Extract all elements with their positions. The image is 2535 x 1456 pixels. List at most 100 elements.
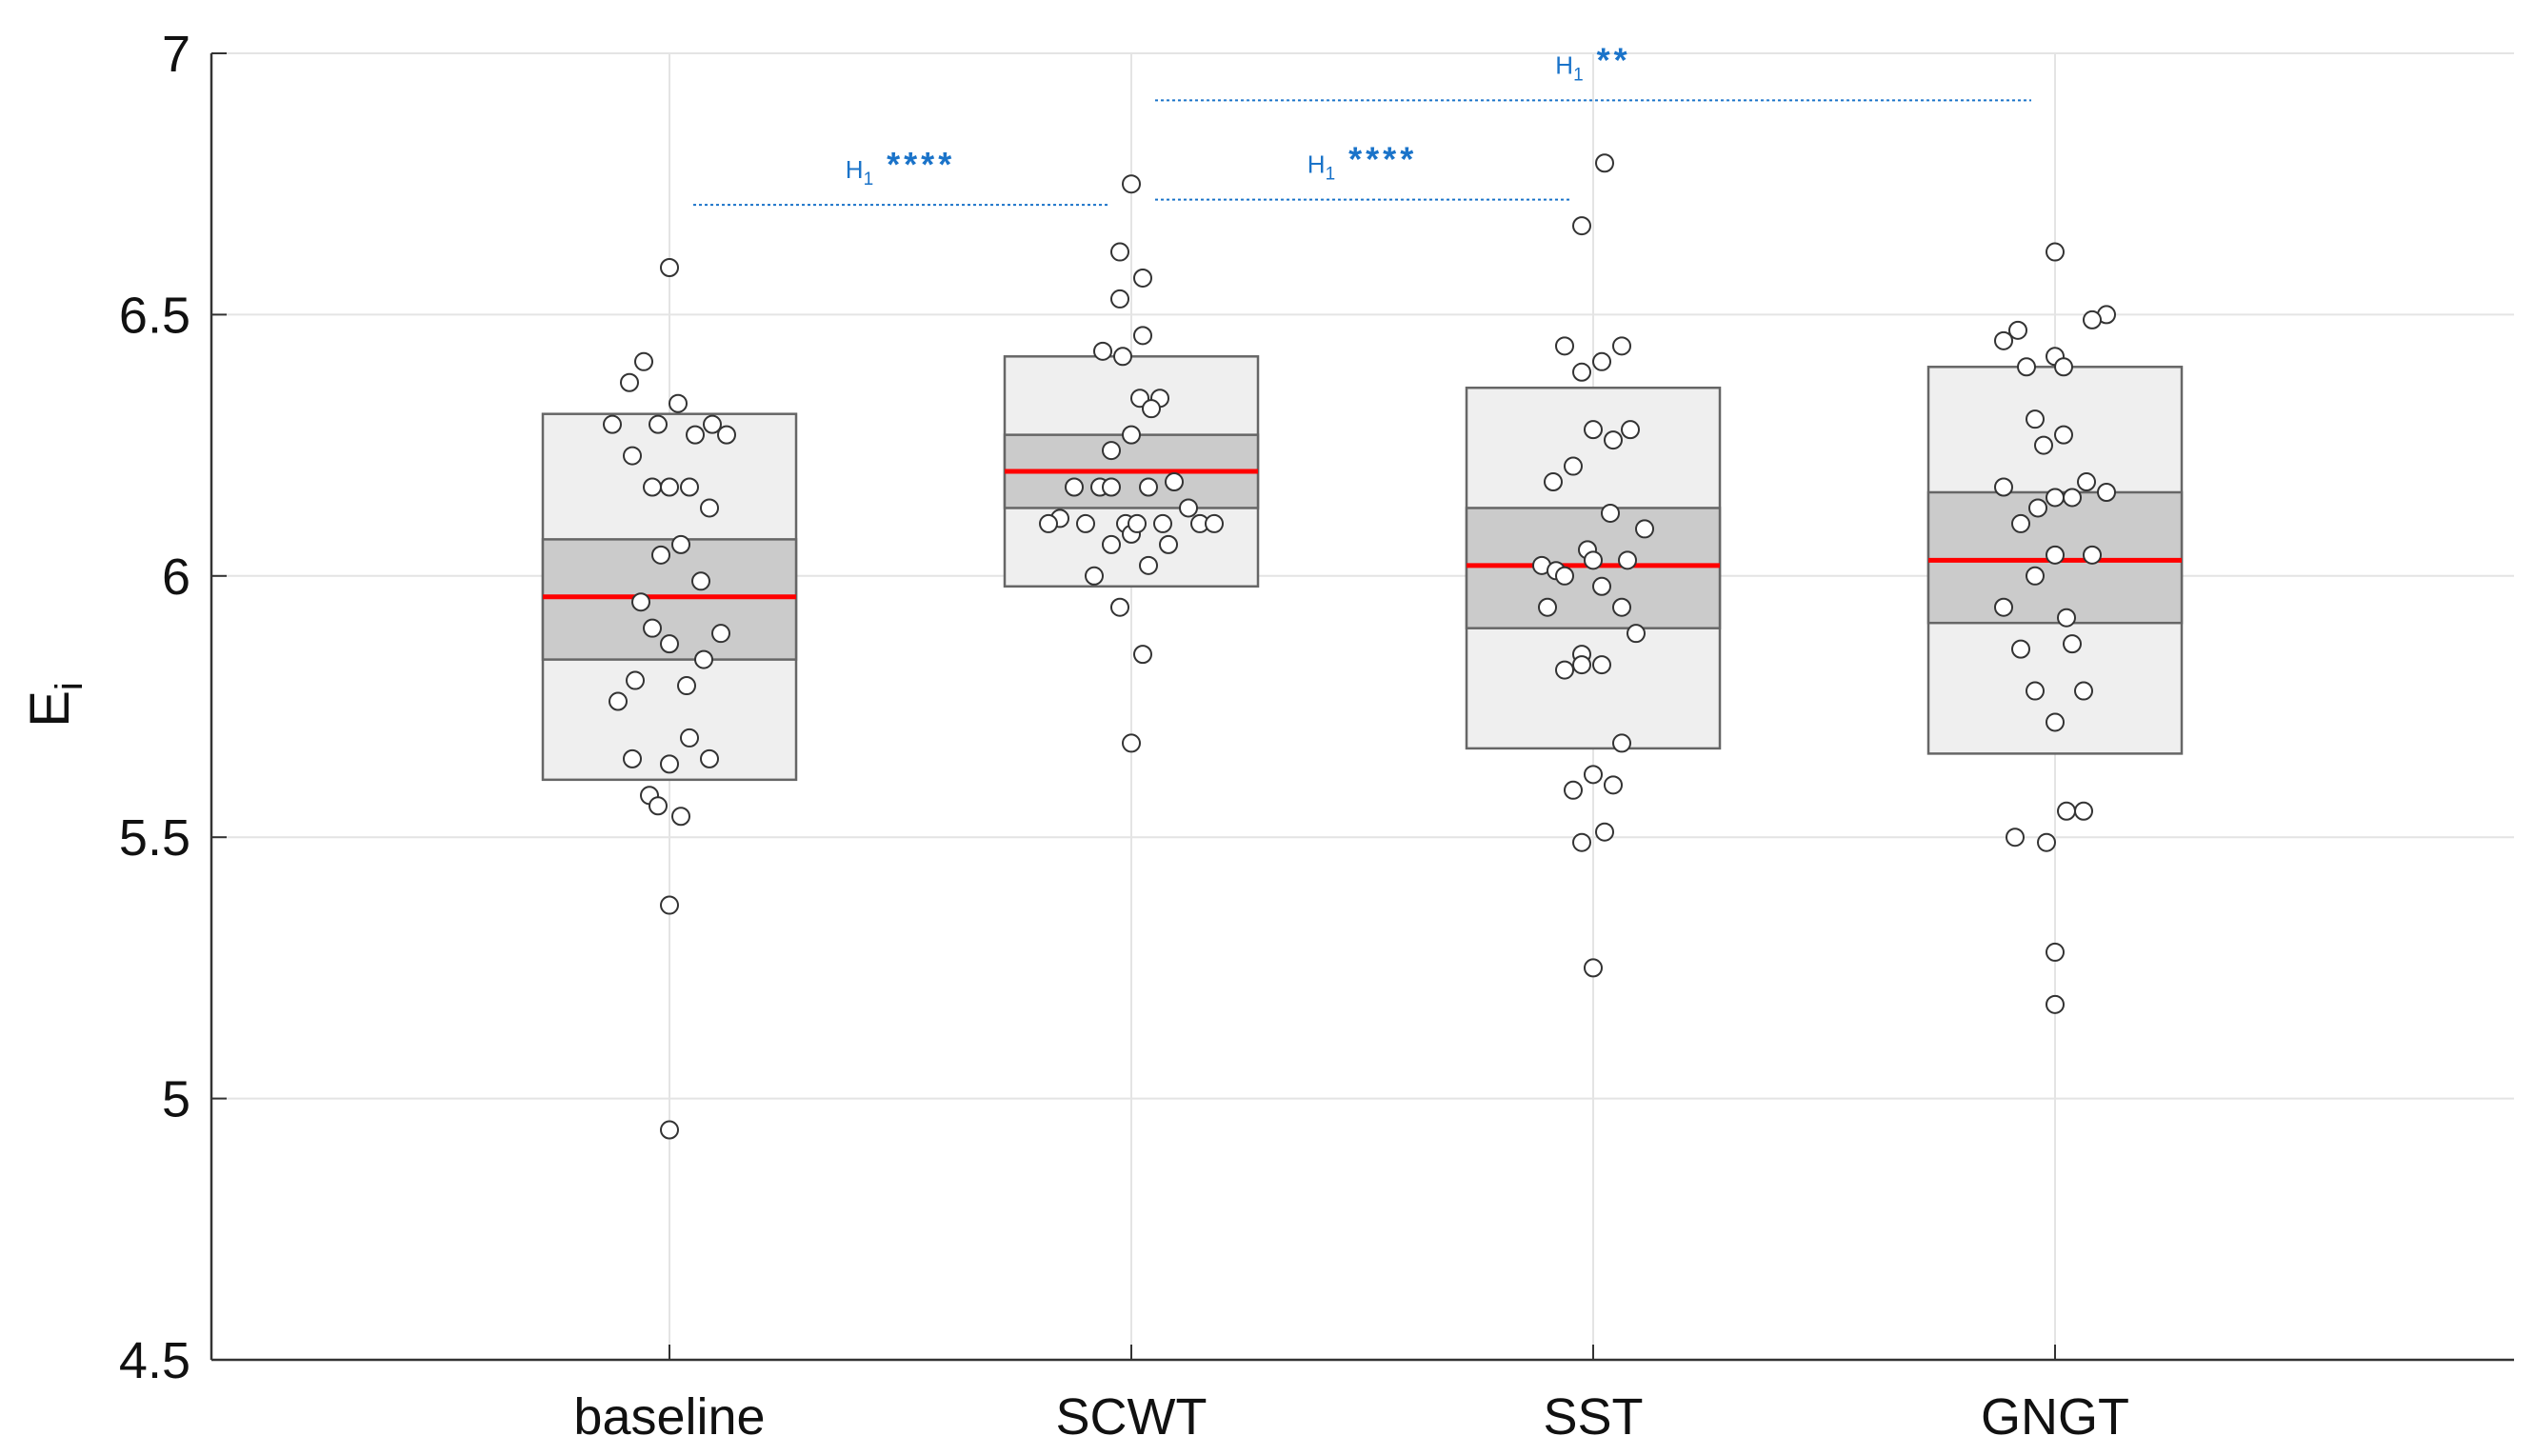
data-point-GNGT xyxy=(2083,545,2102,565)
x-tick-label: GNGT xyxy=(1981,1388,2129,1446)
data-point-GNGT xyxy=(2028,498,2047,518)
significance-label: H1 ** xyxy=(1555,40,1630,85)
data-point-SCWT xyxy=(1133,645,1152,665)
data-point-SCWT xyxy=(1102,477,1121,497)
data-point-SST xyxy=(1572,655,1591,675)
data-point-SST xyxy=(1572,832,1591,852)
data-point-GNGT xyxy=(2011,639,2030,659)
data-point-SCWT xyxy=(1076,513,1095,533)
data-point-SCWT xyxy=(1065,477,1084,497)
data-point-baseline xyxy=(660,634,679,654)
data-point-SCWT xyxy=(1139,477,1158,497)
point-layer xyxy=(603,153,2116,1140)
data-point-GNGT xyxy=(2046,242,2065,262)
data-point-SCWT xyxy=(1122,425,1141,445)
data-point-baseline xyxy=(677,676,696,696)
data-point-SCWT xyxy=(1093,341,1112,361)
data-point-baseline xyxy=(660,1120,679,1140)
data-point-GNGT xyxy=(2017,357,2036,377)
data-point-SST xyxy=(1604,430,1623,450)
data-point-SST xyxy=(1595,822,1614,842)
data-point-baseline xyxy=(680,477,699,497)
data-point-GNGT xyxy=(2037,832,2056,852)
data-point-SCWT xyxy=(1153,513,1172,533)
data-point-SST xyxy=(1612,597,1631,617)
data-point-SST xyxy=(1627,624,1646,644)
data-point-SST xyxy=(1621,420,1640,440)
data-point-SCWT xyxy=(1179,498,1198,518)
box-layer xyxy=(541,355,2184,782)
data-point-GNGT xyxy=(1994,477,2013,497)
data-point-SCWT xyxy=(1122,174,1141,194)
data-point-baseline xyxy=(694,649,713,669)
data-point-baseline xyxy=(623,748,642,768)
data-point-SCWT xyxy=(1122,733,1141,753)
data-point-baseline xyxy=(660,754,679,774)
data-point-baseline xyxy=(711,624,730,644)
data-point-GNGT xyxy=(2034,435,2053,455)
data-point-GNGT xyxy=(2057,608,2076,628)
data-point-GNGT xyxy=(2077,472,2096,492)
data-point-SST xyxy=(1555,336,1574,356)
data-point-GNGT xyxy=(2046,712,2065,732)
y-tick-label: 6.5 xyxy=(119,287,190,344)
data-point-SST xyxy=(1564,780,1583,800)
data-point-baseline xyxy=(671,534,690,554)
data-point-GNGT xyxy=(2083,309,2102,329)
data-point-baseline xyxy=(620,372,639,392)
x-tick-label: SCWT xyxy=(1056,1388,1208,1446)
data-point-SST xyxy=(1635,519,1654,539)
data-point-GNGT xyxy=(2097,482,2116,502)
data-point-baseline xyxy=(660,895,679,915)
data-point-SST xyxy=(1564,456,1583,476)
data-point-SCWT xyxy=(1133,268,1152,288)
data-point-SST xyxy=(1601,503,1620,523)
x-tick-label: SST xyxy=(1543,1388,1643,1446)
data-point-baseline xyxy=(691,571,710,591)
data-point-SST xyxy=(1584,550,1603,570)
data-point-SCWT xyxy=(1139,555,1158,575)
data-point-baseline xyxy=(669,393,688,413)
data-point-GNGT xyxy=(2063,488,2082,508)
axis-layer: 4.5 5 5.5 6 6.5 7 baseline SCWT SST GNGT xyxy=(119,26,2514,1446)
data-point-baseline xyxy=(631,592,650,612)
data-point-SST xyxy=(1544,472,1563,492)
data-point-SST xyxy=(1592,655,1611,675)
data-point-SST xyxy=(1612,336,1631,356)
data-point-GNGT xyxy=(2026,409,2045,429)
y-tick-label: 7 xyxy=(162,26,190,83)
data-point-GNGT xyxy=(2046,942,2065,962)
data-point-baseline xyxy=(603,414,622,434)
data-point-SST xyxy=(1584,765,1603,785)
data-point-SST xyxy=(1572,216,1591,236)
data-point-baseline xyxy=(700,748,719,768)
data-point-SST xyxy=(1592,576,1611,596)
data-point-GNGT xyxy=(2074,801,2093,821)
data-point-baseline xyxy=(700,498,719,518)
data-point-baseline xyxy=(717,425,736,445)
data-point-GNGT xyxy=(2046,994,2065,1014)
data-point-SST xyxy=(1538,597,1557,617)
data-point-SCWT xyxy=(1110,242,1129,262)
data-point-SCWT xyxy=(1128,513,1147,533)
data-point-baseline xyxy=(649,414,668,434)
data-point-GNGT xyxy=(2063,634,2082,654)
data-point-SST xyxy=(1618,550,1637,570)
data-point-SCWT xyxy=(1102,441,1121,461)
data-point-SCWT xyxy=(1165,472,1184,492)
data-point-SCWT xyxy=(1102,534,1121,554)
significance-label: H1 **** xyxy=(846,145,955,189)
data-point-SST xyxy=(1604,775,1623,795)
data-point-baseline xyxy=(609,691,628,711)
data-point-SCWT xyxy=(1085,566,1104,586)
data-point-baseline xyxy=(703,414,722,434)
y-tick-label: 4.5 xyxy=(119,1332,190,1389)
data-point-SST xyxy=(1555,660,1574,680)
data-point-GNGT xyxy=(2054,425,2073,445)
data-point-SST xyxy=(1572,362,1591,382)
data-point-baseline xyxy=(643,477,662,497)
data-point-SST xyxy=(1612,733,1631,753)
data-point-SST xyxy=(1555,566,1574,586)
data-point-baseline xyxy=(623,446,642,466)
data-point-SCWT xyxy=(1039,513,1058,533)
